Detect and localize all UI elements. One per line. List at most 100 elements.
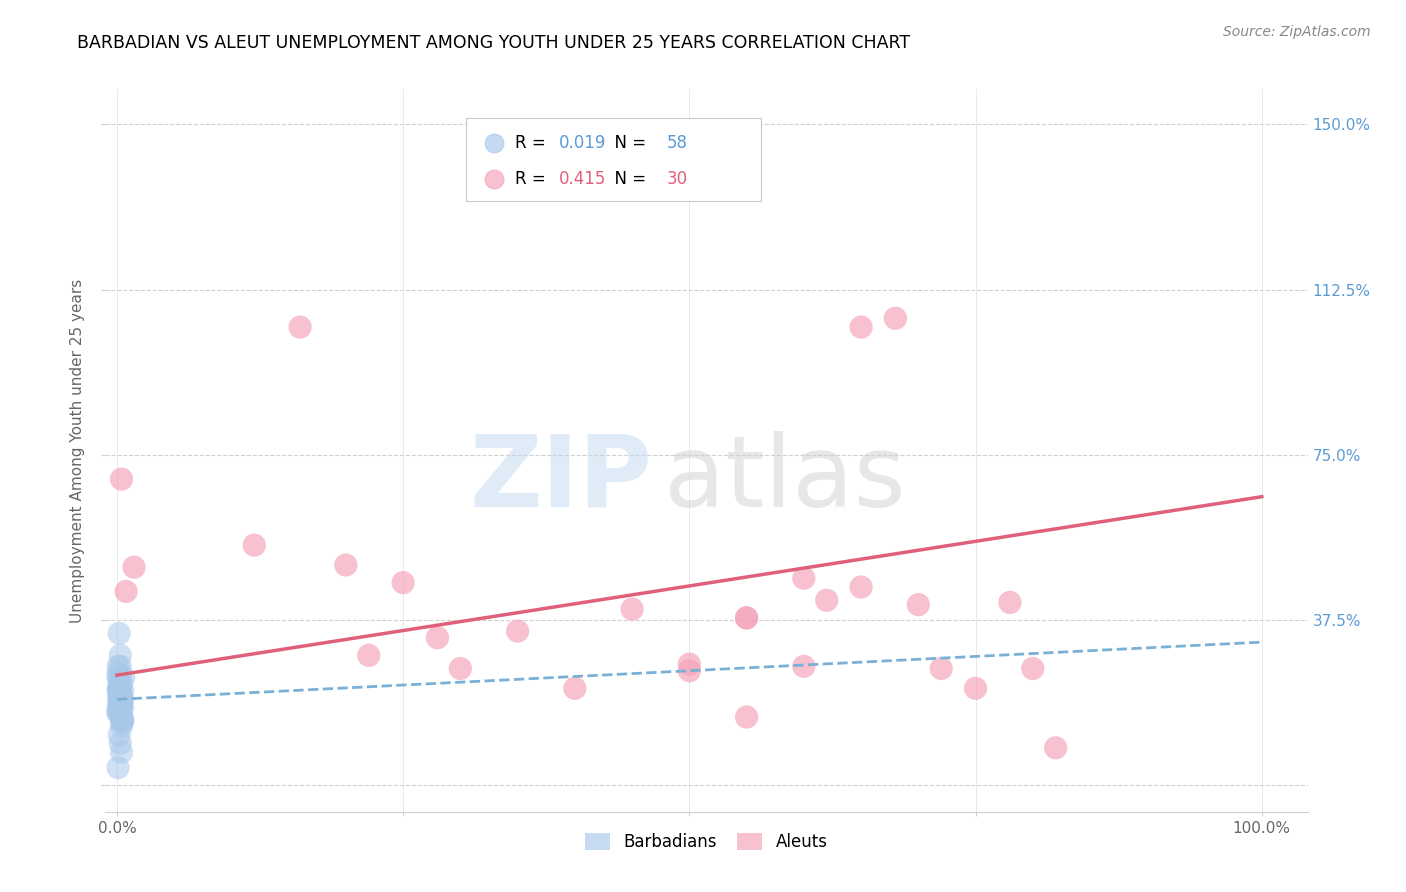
Point (243, 538, 266, 552)
Text: N =: N = (605, 134, 652, 152)
Point (111, 712, 134, 726)
Text: 0.019: 0.019 (558, 134, 606, 152)
Point (1022, 661, 1045, 675)
Point (965, 681, 987, 696)
Point (122, 560, 145, 574)
Point (621, 602, 644, 616)
Point (108, 679, 131, 693)
Point (335, 558, 357, 572)
Point (815, 593, 838, 607)
Point (426, 631, 449, 645)
Point (1045, 740, 1067, 755)
Text: 30: 30 (666, 169, 688, 187)
Point (357, 648, 380, 663)
Point (793, 571, 815, 585)
Point (475, 392, 498, 407)
Point (110, 472, 132, 486)
Y-axis label: Unemployment Among Youth under 25 years: Unemployment Among Youth under 25 years (70, 278, 86, 623)
Point (108, 674, 131, 689)
Point (110, 688, 132, 702)
Text: R =: R = (516, 134, 551, 152)
Point (110, 697, 132, 711)
Point (115, 584, 138, 599)
Point (110, 736, 132, 750)
Text: 58: 58 (666, 134, 688, 152)
Point (849, 320, 872, 334)
Point (110, 701, 132, 715)
Point (110, 714, 132, 729)
Point (110, 670, 132, 684)
Point (108, 692, 131, 706)
Point (108, 688, 131, 702)
Point (110, 697, 132, 711)
Point (735, 611, 758, 625)
Text: atlas: atlas (665, 431, 905, 528)
Point (111, 714, 134, 729)
Point (107, 706, 129, 720)
Point (884, 311, 907, 326)
Point (110, 677, 132, 691)
Point (108, 626, 131, 640)
Point (108, 692, 131, 706)
Point (110, 692, 132, 706)
Point (110, 692, 132, 706)
Point (735, 611, 758, 625)
Point (110, 710, 132, 724)
Point (110, 710, 132, 724)
Point (108, 697, 131, 711)
Point (475, 370, 498, 384)
Point (108, 679, 131, 693)
Point (793, 659, 815, 673)
Point (735, 710, 758, 724)
Point (110, 697, 132, 711)
Text: BARBADIAN VS ALEUT UNEMPLOYMENT AMONG YOUTH UNDER 25 YEARS CORRELATION CHART: BARBADIAN VS ALEUT UNEMPLOYMENT AMONG YO… (77, 34, 911, 52)
Point (107, 665, 129, 680)
Text: ZIP: ZIP (470, 431, 652, 528)
Point (110, 706, 132, 720)
Point (110, 719, 132, 733)
Point (564, 681, 586, 696)
Point (110, 648, 132, 663)
Point (108, 698, 131, 713)
Point (108, 688, 131, 702)
Point (107, 761, 129, 775)
Point (107, 670, 129, 684)
Point (110, 683, 132, 698)
Point (107, 706, 129, 720)
Point (907, 598, 929, 612)
Point (678, 657, 700, 672)
Legend: Barbadians, Aleuts: Barbadians, Aleuts (579, 826, 834, 857)
Point (110, 745, 132, 759)
Point (110, 692, 132, 706)
Text: Source: ZipAtlas.com: Source: ZipAtlas.com (1223, 25, 1371, 39)
Point (392, 575, 415, 590)
Point (108, 692, 131, 706)
Point (678, 664, 700, 678)
Point (111, 692, 134, 706)
Point (449, 661, 471, 675)
Point (110, 697, 132, 711)
Point (111, 683, 134, 698)
Point (110, 706, 132, 720)
Point (107, 659, 129, 673)
Point (108, 728, 131, 742)
Point (998, 595, 1021, 609)
Text: N =: N = (605, 169, 652, 187)
Point (108, 679, 131, 693)
Point (110, 688, 132, 702)
Point (108, 683, 131, 698)
Point (929, 661, 952, 675)
Point (110, 686, 132, 700)
Point (110, 698, 132, 713)
Text: R =: R = (516, 169, 551, 187)
Point (108, 683, 131, 698)
Point (849, 580, 872, 594)
Point (108, 683, 131, 698)
Point (506, 624, 529, 639)
Point (107, 701, 129, 715)
Point (112, 670, 135, 684)
Point (111, 701, 134, 715)
Text: 0.415: 0.415 (558, 169, 606, 187)
FancyBboxPatch shape (467, 118, 761, 202)
Point (110, 674, 132, 689)
